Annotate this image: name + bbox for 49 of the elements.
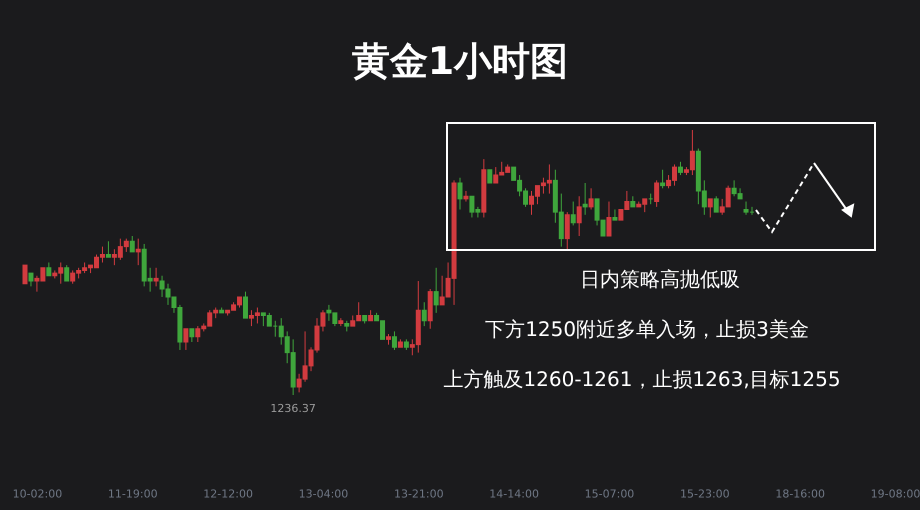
candlestick [392,330,397,350]
candlestick [714,196,719,213]
candlestick [130,236,135,252]
candlestick [660,169,666,189]
candlestick [463,190,468,202]
x-tick-label: 15-23:00 [680,488,730,500]
candlestick [487,169,492,184]
x-tick-label: 10-02:00 [12,488,62,500]
candlestick [22,264,28,284]
candlestick [404,338,409,350]
x-tick-label: 15-07:00 [584,488,634,500]
candlestick [106,240,111,258]
annotation: 上方触及1260-1261，止损1263,目标1255 [443,366,841,393]
candlestick [576,196,582,236]
candlestick [344,320,350,332]
candlestick [64,264,70,282]
annotation: 下方1250附近多单入场，止损3美金 [485,316,809,343]
candlestick [189,328,194,342]
x-tick-label: 18-16:00 [775,488,825,500]
candlestick [386,334,391,346]
candlestick [154,267,159,287]
candlestick [28,272,34,287]
x-tick-label: 13-21:00 [394,488,444,500]
chart-title: 黄金1小时图 [352,38,568,85]
candlestick [434,267,439,314]
annotation: 1236.37 [270,402,316,415]
x-tick-label: 12-12:00 [203,488,253,500]
x-tick-label: 19-08:00 [870,488,920,500]
candlestick [564,212,570,250]
x-tick-label: 13-04:00 [298,488,348,500]
x-tick-label: 11-19:00 [108,488,158,500]
candlestick [630,196,636,208]
candlestick [242,291,248,319]
candlestick [588,188,594,210]
candlestick [606,201,612,236]
candlestick [570,201,576,226]
candlestick [678,161,683,176]
annotation: 日内策略高抛低吸 [580,266,740,293]
candlestick [708,198,713,218]
candlestick [612,209,618,221]
candlestick [46,262,52,276]
candlestick [582,182,588,216]
candlestick [654,180,660,208]
candlestick [136,238,141,266]
x-tick-label: 14-14:00 [489,488,539,500]
candlestick [368,310,374,322]
candlestick [422,302,427,327]
candlestick [458,177,462,210]
candlestick [183,328,188,350]
